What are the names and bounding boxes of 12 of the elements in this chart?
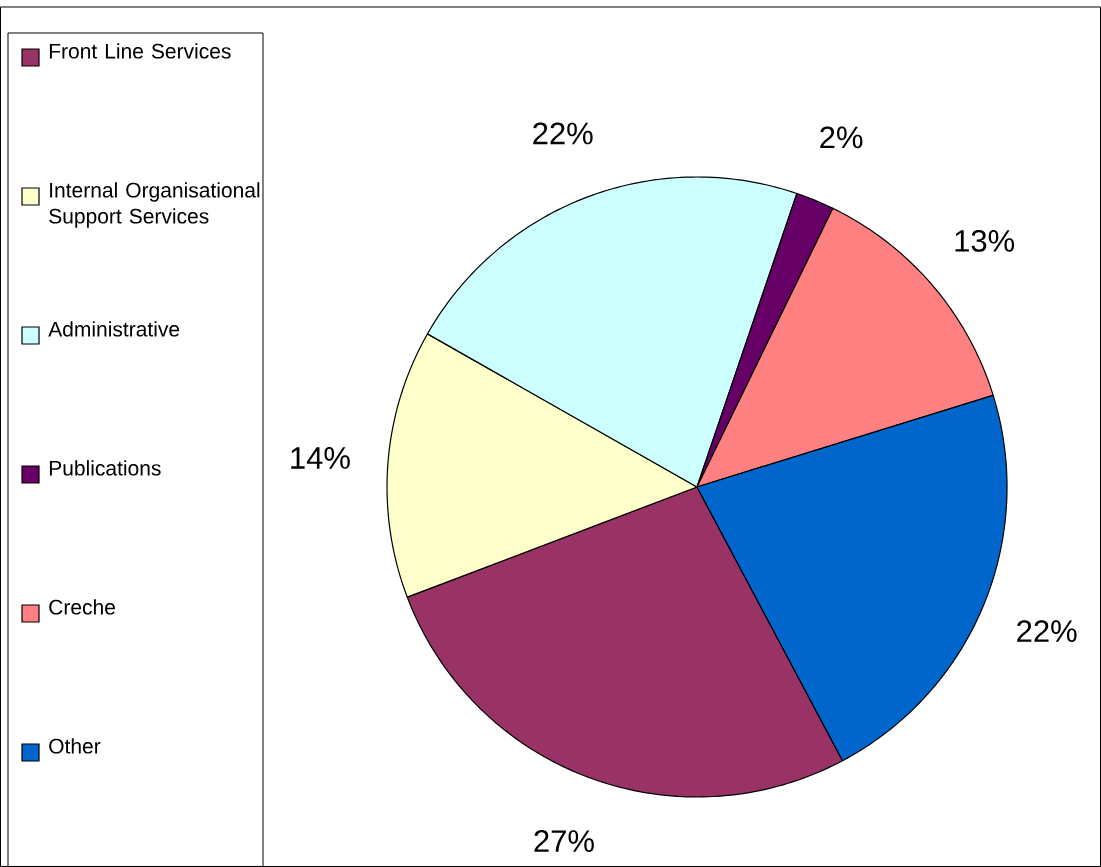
legend-label: Other bbox=[49, 738, 101, 754]
legend-label: Front Line Services bbox=[49, 43, 231, 59]
data-label: 27% bbox=[534, 830, 594, 852]
data-label: 14% bbox=[291, 447, 350, 469]
data-label: 13% bbox=[955, 229, 1015, 252]
legend-label: Administrative bbox=[48, 321, 180, 337]
data-label: 22% bbox=[1017, 620, 1077, 643]
data-label: 2% bbox=[820, 126, 863, 149]
data-label: 22% bbox=[533, 122, 593, 145]
legend-label: Creche bbox=[49, 599, 115, 615]
legend-label: Internal Organisational Support Services bbox=[49, 182, 260, 228]
legend-label: Publications bbox=[49, 460, 161, 476]
